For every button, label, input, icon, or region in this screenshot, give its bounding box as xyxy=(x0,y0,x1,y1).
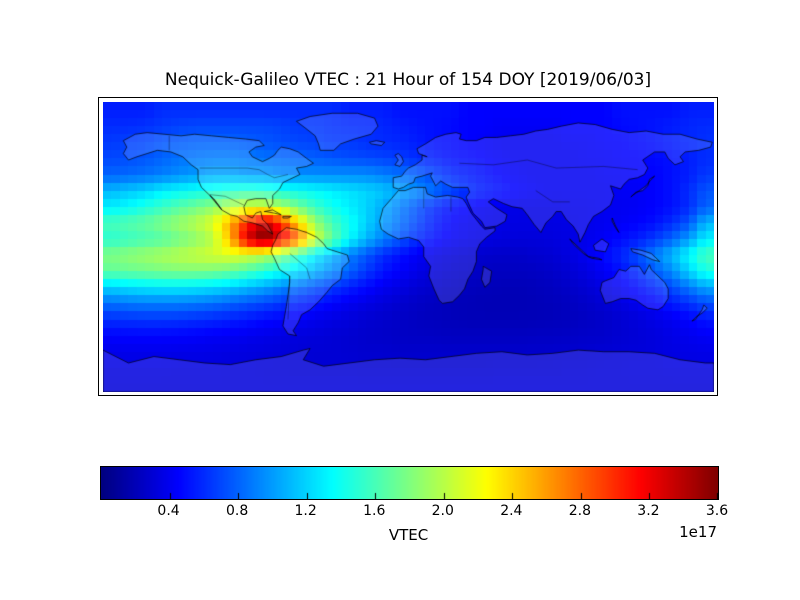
colorbar-tick-label: 2.8 xyxy=(568,503,592,519)
chart-title: Nequick-Galileo VTEC : 21 Hour of 154 DO… xyxy=(164,70,652,90)
colorbar-axis-label: VTEC xyxy=(388,526,429,544)
colorbar-tick-label: 3.6 xyxy=(705,503,729,519)
colorbar-tick-label: 0.4 xyxy=(157,503,180,519)
colorbar-tick-label: 1.2 xyxy=(294,503,317,519)
map-frame xyxy=(98,97,718,396)
colorbar-tick-label: 0.8 xyxy=(225,503,249,519)
colorbar xyxy=(100,466,719,500)
colorbar-tick-label: 2.4 xyxy=(500,503,523,519)
vtec-world-heatmap xyxy=(103,102,714,392)
colorbar-tick-label: 3.2 xyxy=(637,503,660,519)
colorbar-tick-label: 1.6 xyxy=(363,503,386,519)
colorbar-tick-labels: 0.4 0.8 1.2 1.6 2.0 2.4 2.8 3.2 3.6 xyxy=(100,503,728,521)
colorbar-gradient xyxy=(100,466,719,500)
colorbar-tick-label: 2.0 xyxy=(431,503,454,519)
colorbar-offset-multiplier: 1e17 xyxy=(679,523,717,541)
